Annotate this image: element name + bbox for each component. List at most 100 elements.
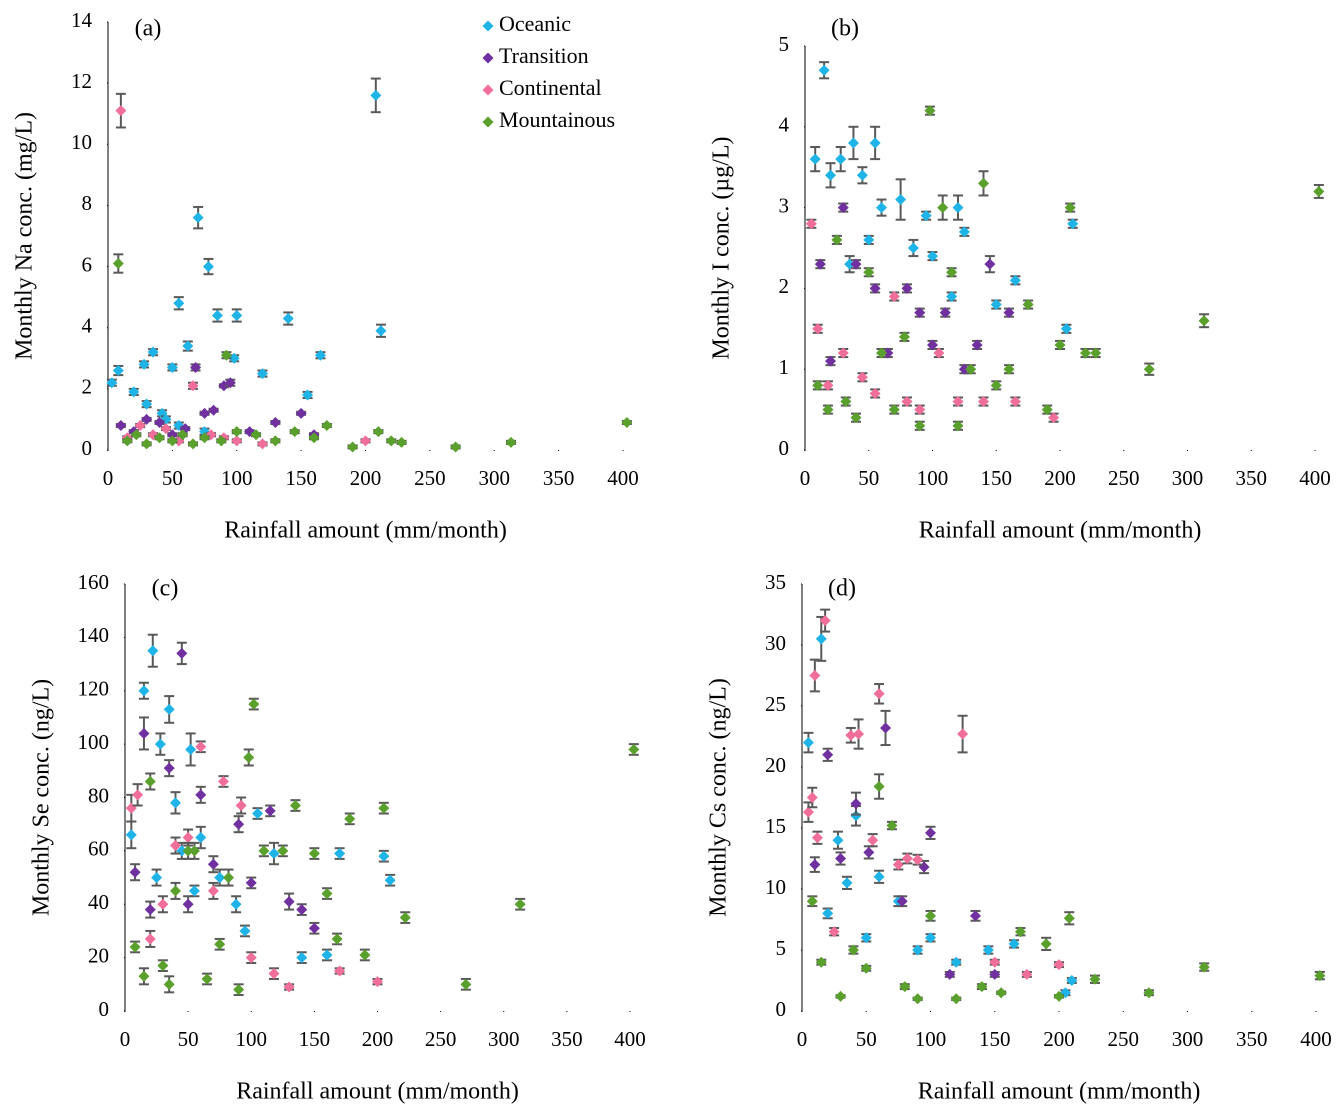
legend-marker <box>482 52 494 64</box>
point <box>1063 912 1075 924</box>
y-tick-label: 12 <box>71 69 92 93</box>
point <box>958 226 970 238</box>
point <box>818 64 830 76</box>
series <box>802 615 1078 999</box>
point <box>918 861 930 873</box>
point <box>302 389 314 401</box>
y-tick-label: 20 <box>765 753 786 777</box>
x-tick-label: 100 <box>236 1027 268 1051</box>
y-axis-title: Monthly Cs conc. (ng/L) <box>706 678 732 917</box>
point <box>235 800 247 812</box>
point <box>132 789 144 801</box>
point <box>347 441 359 453</box>
point <box>115 105 127 117</box>
series <box>809 61 1079 335</box>
point <box>344 813 356 825</box>
point <box>895 194 907 206</box>
series <box>806 773 1326 1005</box>
legend-label: Continental <box>499 75 602 100</box>
point <box>154 738 166 750</box>
point <box>138 727 150 739</box>
point <box>873 871 885 883</box>
point <box>207 858 219 870</box>
point <box>199 432 211 444</box>
point <box>372 426 384 438</box>
x-tick-label: 200 <box>362 1027 394 1051</box>
point <box>995 987 1007 999</box>
point <box>125 802 137 814</box>
x-tick-label: 100 <box>917 466 949 490</box>
point <box>912 944 924 956</box>
point <box>863 266 875 278</box>
point <box>1198 315 1210 327</box>
y-tick-label: 3 <box>779 193 790 217</box>
point <box>166 429 178 441</box>
panel-label: (a) <box>135 16 162 42</box>
x-tick-label: 150 <box>979 1027 1011 1051</box>
point <box>802 737 814 749</box>
point <box>378 850 390 862</box>
point <box>1143 987 1155 999</box>
point <box>277 845 289 857</box>
point <box>914 307 926 319</box>
point <box>245 877 257 889</box>
point <box>822 749 834 761</box>
point <box>163 703 175 715</box>
x-tick-label: 50 <box>178 1027 199 1051</box>
point <box>837 347 849 359</box>
point <box>969 910 981 922</box>
point <box>869 137 881 149</box>
y-tick-label: 4 <box>82 314 93 338</box>
y-tick-label: 0 <box>779 436 790 460</box>
point <box>138 970 150 982</box>
point <box>360 435 371 447</box>
point <box>264 805 276 817</box>
point <box>245 952 257 964</box>
point <box>157 960 169 972</box>
point <box>867 834 879 846</box>
y-tick-label: 0 <box>99 997 110 1021</box>
series <box>125 740 383 993</box>
point <box>825 169 836 181</box>
y-tick-label: 14 <box>71 8 93 32</box>
point <box>188 845 200 857</box>
point <box>163 978 175 990</box>
point <box>898 331 910 343</box>
point <box>130 429 142 441</box>
point <box>187 380 199 392</box>
point <box>950 993 962 1005</box>
y-tick-label: 25 <box>765 692 786 716</box>
point <box>296 952 308 964</box>
point <box>129 941 141 953</box>
point <box>233 984 245 996</box>
point <box>844 258 856 270</box>
point <box>128 386 140 398</box>
point <box>950 956 962 968</box>
point <box>925 910 936 922</box>
point <box>243 751 255 763</box>
y-tick-label: 80 <box>88 783 109 807</box>
x-tick-label: 400 <box>607 466 639 490</box>
y-axis-title: Monthly Se conc. (ng/L) <box>29 679 55 916</box>
y-tick-label: 2 <box>82 375 93 399</box>
point <box>920 210 932 222</box>
point <box>831 234 843 246</box>
point <box>1040 938 1052 950</box>
y-axis-title: Monthly I conc. (µg/L) <box>709 136 735 359</box>
x-tick-label: 0 <box>800 466 811 490</box>
point <box>185 743 197 755</box>
point <box>837 202 849 214</box>
x-tick-label: 50 <box>858 466 879 490</box>
point <box>141 398 153 410</box>
point <box>939 307 951 319</box>
point <box>231 309 243 321</box>
point <box>154 432 165 444</box>
point <box>151 872 163 884</box>
point <box>1090 347 1102 359</box>
series <box>805 218 1060 424</box>
point <box>914 420 926 432</box>
point <box>321 888 333 900</box>
point <box>195 832 207 844</box>
point <box>965 363 977 375</box>
